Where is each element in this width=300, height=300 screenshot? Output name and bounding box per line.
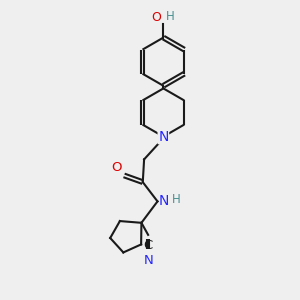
Text: N: N <box>158 130 169 144</box>
Text: N: N <box>159 194 169 208</box>
Text: O: O <box>111 161 122 174</box>
Text: N: N <box>143 254 153 267</box>
Text: C: C <box>143 239 153 252</box>
Text: H: H <box>171 193 180 206</box>
Text: H: H <box>166 10 175 23</box>
Text: O: O <box>152 11 161 24</box>
